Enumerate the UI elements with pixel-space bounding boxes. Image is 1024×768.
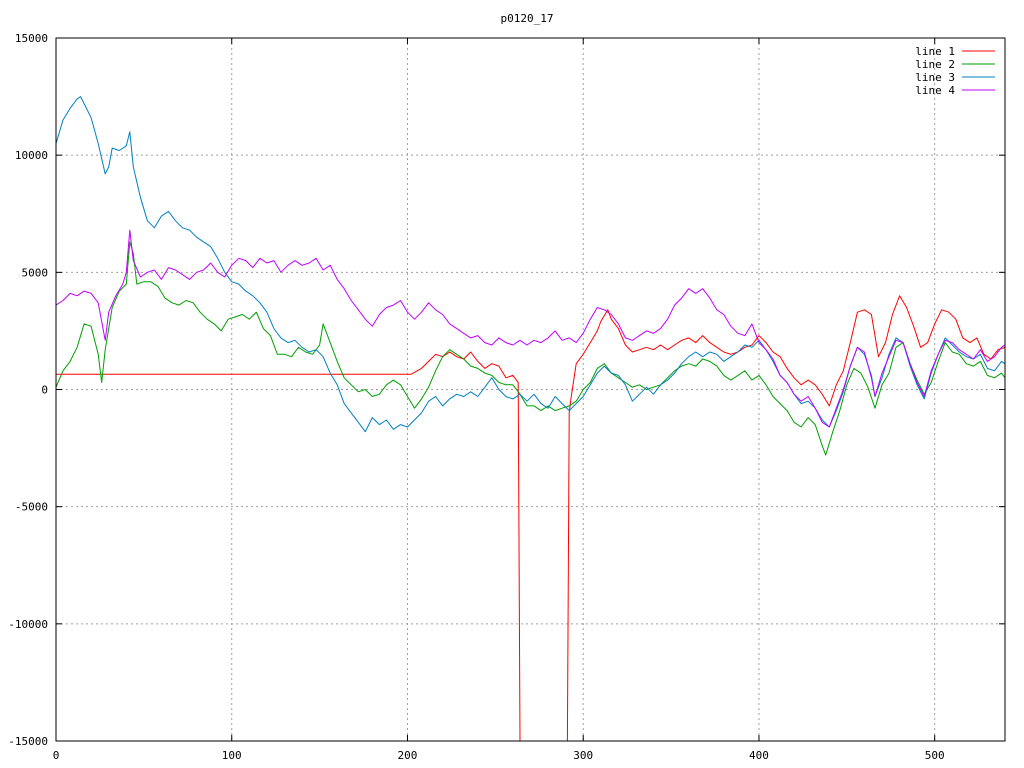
series-line-1 xyxy=(56,295,1005,741)
legend-label-3: line 3 xyxy=(915,71,955,84)
x-tick-label: 400 xyxy=(749,749,769,762)
y-tick-label: -10000 xyxy=(8,618,48,631)
legend-label-2: line 2 xyxy=(915,58,955,71)
series-line-4 xyxy=(56,229,1005,428)
y-tick-label: -5000 xyxy=(15,501,48,514)
x-tick-label: 200 xyxy=(398,749,418,762)
x-axis-tick-labels: 0 100 200 300 400 500 xyxy=(53,749,945,762)
legend-label-1: line 1 xyxy=(915,45,955,58)
y-tick-label: 10000 xyxy=(15,149,48,162)
x-tick-label: 300 xyxy=(573,749,593,762)
y-tick-label: 15000 xyxy=(15,32,48,45)
x-tick-label: 100 xyxy=(222,749,242,762)
legend-label-4: line 4 xyxy=(915,84,955,97)
y-axis-tick-labels: -15000 -10000 -5000 0 5000 10000 15000 xyxy=(8,32,48,748)
grid xyxy=(55,37,1005,742)
series-line-3 xyxy=(56,96,1005,433)
chart-title: p0120_17 xyxy=(501,12,554,25)
y-tick-label: -15000 xyxy=(8,735,48,748)
x-tick-label: 500 xyxy=(925,749,945,762)
x-tick-label: 0 xyxy=(53,749,60,762)
series-line-2 xyxy=(56,241,1005,456)
y-tick-label: 5000 xyxy=(22,266,49,279)
series-lines xyxy=(56,96,1005,741)
plot-frame xyxy=(55,37,1006,742)
y-tick-label: 0 xyxy=(41,384,48,397)
